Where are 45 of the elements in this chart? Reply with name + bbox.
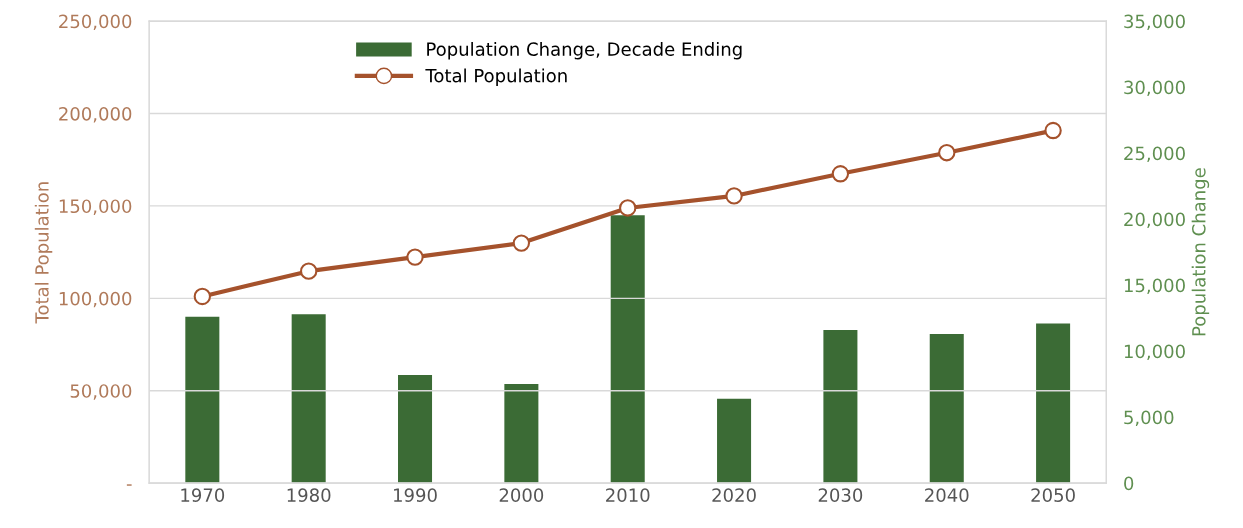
y-axis-title: Total Population [34, 182, 53, 324]
point [406, 248, 424, 266]
x-tick-label: 1990 [394, 488, 437, 502]
point [300, 262, 318, 280]
x-tick-label: 1980 [287, 488, 331, 502]
point [193, 287, 212, 306]
point [512, 234, 531, 252]
bar [717, 398, 752, 484]
point [938, 144, 956, 162]
y2-tick-label: 10,000 [1124, 344, 1185, 361]
y-tick-label: 150,000 [59, 199, 132, 215]
y2-tick-label: 20,000 [1124, 212, 1185, 229]
point [725, 187, 743, 205]
x-tick-label: 2030 [818, 488, 863, 502]
y2-axis-title: Population Change [1191, 168, 1210, 336]
y-tick-label: - [126, 484, 132, 486]
y2-tick-label: 30,000 [1124, 80, 1185, 97]
bar [291, 314, 326, 484]
x-tick-label: 2020 [712, 488, 756, 502]
x-tick-label: 2040 [925, 488, 969, 502]
bar [504, 384, 539, 484]
y-tick-label: 250,000 [59, 14, 132, 31]
bar [1036, 323, 1071, 484]
y2-tick-label: 0 [1124, 476, 1134, 491]
x-tick-label: 2010 [606, 488, 650, 502]
legend-label: Total Population [425, 68, 567, 86]
point [619, 199, 637, 217]
bar [185, 316, 220, 484]
bar [610, 215, 645, 484]
y-tick-label: 200,000 [59, 106, 132, 123]
x-tick-label: 2000 [499, 488, 544, 502]
y2-tick-label: 35,000 [1124, 14, 1185, 31]
y2-tick-label: 15,000 [1124, 278, 1185, 295]
point [1044, 121, 1062, 140]
y-tick-label: 50,000 [70, 384, 132, 400]
x-tick-label: 1970 [181, 488, 225, 502]
y-tick-label: 100,000 [59, 291, 132, 308]
bar [823, 330, 858, 484]
bar [929, 333, 964, 484]
y2-tick-label: 5,000 [1124, 410, 1174, 427]
y2-tick-label: 25,000 [1124, 146, 1185, 163]
legend-label: Population Change, Decade Ending [427, 41, 742, 60]
bar [398, 374, 433, 484]
x-tick-label: 2050 [1031, 488, 1075, 502]
point [831, 165, 850, 183]
